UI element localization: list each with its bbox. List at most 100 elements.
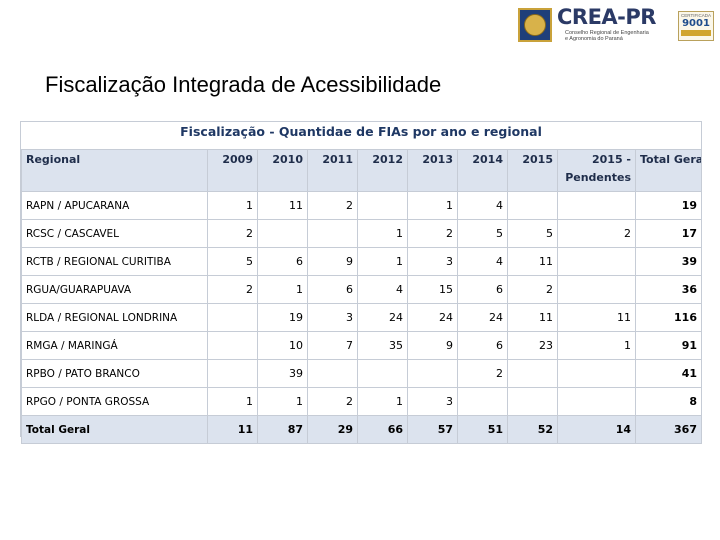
value-cell: 23	[507, 331, 558, 360]
column-header: Total Geral	[635, 149, 702, 192]
row-total-cell: 8	[635, 387, 702, 416]
value-cell: 7	[307, 331, 358, 360]
row-total-cell: 19	[635, 191, 702, 220]
value-cell: 9	[307, 247, 358, 276]
value-cell: 1	[357, 247, 408, 276]
value-cell	[557, 247, 636, 276]
column-header: 2015	[507, 149, 558, 192]
table-row: RCTB / REGIONAL CURITIBA 5 6 9 1 3 4 11 39	[21, 247, 702, 276]
value-cell: 24	[407, 303, 458, 332]
value-cell: 11	[507, 247, 558, 276]
value-cell: 24	[357, 303, 408, 332]
value-cell: 6	[457, 331, 508, 360]
value-cell: 1	[207, 387, 258, 416]
crea-logo-text: CREA-PR Conselho Regional de Engenharia …	[557, 6, 675, 42]
regional-cell: RCSC / CASCAVEL	[21, 219, 208, 248]
table-row: RPBO / PATO BRANCO 39 2 41	[21, 359, 702, 388]
value-cell: 2	[457, 359, 508, 388]
value-cell: 2	[307, 191, 358, 220]
table-row: RAPN / APUCARANA 1 11 2 1 4 19	[21, 191, 702, 220]
value-cell	[207, 303, 258, 332]
regional-cell: RPBO / PATO BRANCO	[21, 359, 208, 388]
value-cell	[257, 219, 308, 248]
value-cell: 5	[457, 219, 508, 248]
iso-bar-decoration	[681, 30, 711, 36]
value-cell: 3	[407, 387, 458, 416]
value-cell: 1	[257, 275, 308, 304]
crea-logo-title: CREA-PR	[557, 5, 656, 29]
grand-total-cell: 367	[635, 415, 702, 444]
value-cell	[557, 191, 636, 220]
value-cell: 1	[357, 387, 408, 416]
table-caption: Fiscalização - Quantidae de FIAs por ano…	[180, 124, 542, 139]
total-value-cell: 87	[257, 415, 308, 444]
row-total-cell: 17	[635, 219, 702, 248]
regional-cell: RMGA / MARINGÁ	[21, 331, 208, 360]
value-cell: 9	[407, 331, 458, 360]
total-value-cell: 51	[457, 415, 508, 444]
value-cell: 4	[457, 191, 508, 220]
value-cell	[457, 387, 508, 416]
value-cell	[557, 275, 636, 304]
column-header: 2013	[407, 149, 458, 192]
value-cell: 39	[257, 359, 308, 388]
value-cell: 5	[207, 247, 258, 276]
value-cell	[557, 359, 636, 388]
total-value-cell: 57	[407, 415, 458, 444]
value-cell: 19	[257, 303, 308, 332]
table-row: RCSC / CASCAVEL 2 1 2 5 5 2 17	[21, 219, 702, 248]
row-total-cell: 41	[635, 359, 702, 388]
total-label-cell: Total Geral	[21, 415, 208, 444]
value-cell: 3	[407, 247, 458, 276]
crea-emblem-icon	[518, 8, 552, 42]
value-cell: 2	[207, 219, 258, 248]
row-total-cell: 91	[635, 331, 702, 360]
row-total-cell: 116	[635, 303, 702, 332]
total-value-cell: 11	[207, 415, 258, 444]
value-cell	[507, 359, 558, 388]
value-cell: 5	[507, 219, 558, 248]
value-cell	[507, 191, 558, 220]
value-cell: 2	[407, 219, 458, 248]
total-value-cell: 52	[507, 415, 558, 444]
value-cell: 1	[407, 191, 458, 220]
value-cell: 10	[257, 331, 308, 360]
regional-cell: RPGO / PONTA GROSSA	[21, 387, 208, 416]
value-cell: 11	[507, 303, 558, 332]
value-cell: 15	[407, 275, 458, 304]
fia-table-frame: Fiscalização - Quantidae de FIAs por ano…	[20, 121, 702, 444]
slide-title: Fiscalização Integrada de Acessibilidade	[45, 72, 442, 97]
value-cell	[307, 359, 358, 388]
total-row: Total Geral 11 87 29 66 57 51 52 14 367	[21, 415, 702, 444]
value-cell: 2	[557, 219, 636, 248]
value-cell: 2	[307, 387, 358, 416]
regional-cell: RLDA / REGIONAL LONDRINA	[21, 303, 208, 332]
fia-table: Regional 2009 2010 2011 2012 2013 2014 2015 2015…	[21, 149, 702, 444]
column-header: 2014	[457, 149, 508, 192]
regional-cell: RGUA/GUARAPUAVA	[21, 275, 208, 304]
crea-logo-subtitle-2: e Agronomia do Paraná	[565, 36, 623, 42]
value-cell	[307, 219, 358, 248]
value-cell: 2	[507, 275, 558, 304]
value-cell: 35	[357, 331, 408, 360]
iso-label: CERTIFICADA	[681, 13, 711, 18]
total-value-cell: 66	[357, 415, 408, 444]
column-header: 2010	[257, 149, 308, 192]
value-cell	[507, 387, 558, 416]
iso-certification-badge: CERTIFICADA 9001	[678, 11, 714, 41]
column-header: Regional	[21, 149, 208, 192]
value-cell: 3	[307, 303, 358, 332]
value-cell: 11	[557, 303, 636, 332]
value-cell: 4	[357, 275, 408, 304]
value-cell	[357, 191, 408, 220]
value-cell: 11	[257, 191, 308, 220]
value-cell: 4	[457, 247, 508, 276]
value-cell	[357, 359, 408, 388]
column-header: 2011	[307, 149, 358, 192]
table-row: RMGA / MARINGÁ 10 7 35 9 6 23 1 91	[21, 331, 702, 360]
row-total-cell: 36	[635, 275, 702, 304]
value-cell: 1	[257, 387, 308, 416]
table-row: RGUA/GUARAPUAVA 2 1 6 4 15 6 2 36	[21, 275, 702, 304]
iso-number: 9001	[682, 18, 710, 29]
value-cell: 6	[457, 275, 508, 304]
